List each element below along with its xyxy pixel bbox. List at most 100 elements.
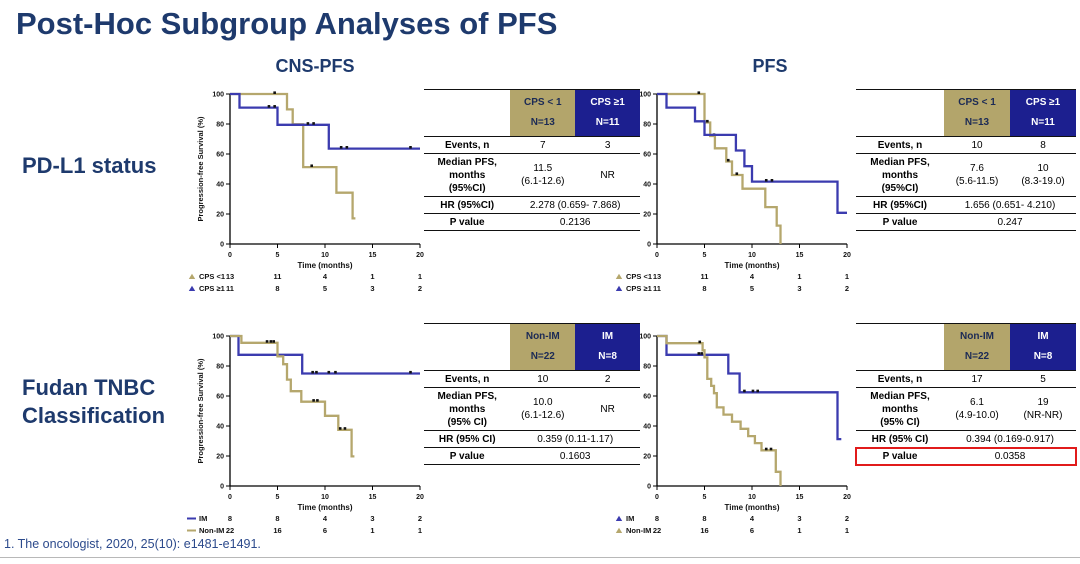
y-tick-label: 0 bbox=[647, 484, 651, 491]
risk-count: 4 bbox=[750, 272, 755, 281]
x-tick-label: 0 bbox=[655, 252, 659, 259]
row-label-median: Median PFS, months (95% CI) bbox=[424, 387, 511, 431]
header-cell-im: IM N=8 bbox=[575, 323, 640, 371]
table-row-median: Median PFS, months (95%CI) 11.5 (6.1-12.… bbox=[424, 153, 640, 197]
table-header-row: Non-IM N=22 IM N=8 bbox=[856, 323, 1076, 371]
header-spacer bbox=[424, 323, 511, 371]
censor-mark bbox=[770, 179, 774, 182]
censor-mark bbox=[272, 340, 275, 343]
table-row-hr: HR (95%CI) 1.656 (0.651- 4.210) bbox=[856, 196, 1076, 214]
risk-count: 11 bbox=[274, 272, 282, 281]
y-tick-label: 40 bbox=[216, 424, 224, 431]
y-tick-label: 60 bbox=[643, 394, 651, 401]
median-value-col2: NR bbox=[575, 387, 640, 431]
row-label-pdl1-status: PD-L1 status bbox=[22, 153, 157, 178]
x-axis-label: Time (months) bbox=[298, 261, 353, 270]
x-tick-label: 15 bbox=[796, 252, 804, 259]
hr-value: 2.278 (0.659- 7.868) bbox=[510, 196, 640, 214]
x-tick-label: 15 bbox=[369, 252, 377, 259]
row-label-pvalue: P value bbox=[424, 447, 511, 465]
pvalue-value: 0.0358 bbox=[944, 447, 1076, 465]
stats-table-cnspfs-pdl1: CPS < 1 N=13 CPS ≥1 N=11 Events, n 7 3 M… bbox=[424, 89, 640, 231]
row-label-fudan-tnbc: Fudan TNBC Classification bbox=[22, 375, 166, 428]
x-axis-label: Time (months) bbox=[298, 503, 353, 512]
risk-count: 5 bbox=[323, 284, 327, 293]
median-value-col1: 7.6 (5.6-11.5) bbox=[944, 153, 1010, 197]
x-tick-label: 15 bbox=[796, 494, 804, 501]
risk-count: 3 bbox=[370, 514, 374, 523]
censor-mark bbox=[273, 91, 276, 94]
risk-count: 16 bbox=[700, 526, 708, 535]
risk-count: 1 bbox=[797, 272, 801, 281]
header-cell-cps-ge1: CPS ≥1 N=11 bbox=[1010, 89, 1076, 137]
risk-count: 8 bbox=[702, 284, 706, 293]
censor-mark bbox=[315, 370, 318, 374]
header-spacer bbox=[856, 89, 944, 137]
y-tick-label: 100 bbox=[639, 92, 651, 99]
row-label-hr: HR (95% CI) bbox=[424, 430, 511, 448]
risk-count: 3 bbox=[370, 284, 374, 293]
page-title: Post-Hoc Subgroup Analyses of PFS bbox=[16, 6, 558, 41]
bottom-divider bbox=[0, 557, 1080, 558]
x-tick-label: 0 bbox=[228, 494, 232, 501]
censor-mark bbox=[409, 146, 412, 149]
median-value-col1: 10.0 (6.1-12.6) bbox=[510, 387, 576, 431]
x-tick-label: 10 bbox=[321, 252, 329, 259]
censor-mark bbox=[700, 352, 703, 355]
header-cell-cps-ge1: CPS ≥1 N=11 bbox=[575, 89, 640, 137]
censor-mark bbox=[735, 172, 739, 175]
risk-series-label: CPS ≥1 bbox=[199, 284, 225, 293]
x-tick-label: 20 bbox=[416, 252, 424, 259]
median-value-col2: 10 (8.3-19.0) bbox=[1010, 153, 1076, 197]
header-spacer bbox=[424, 89, 511, 137]
y-tick-label: 40 bbox=[216, 182, 224, 189]
censor-mark bbox=[265, 340, 269, 343]
y-tick-label: 100 bbox=[212, 334, 224, 341]
risk-count: 1 bbox=[845, 526, 849, 535]
y-tick-label: 80 bbox=[643, 364, 651, 371]
y-tick-label: 60 bbox=[643, 152, 651, 159]
events-value-col1: 10 bbox=[510, 370, 576, 388]
header-cell-im: IM N=8 bbox=[1010, 323, 1076, 371]
table-row-pvalue: P value 0.247 bbox=[856, 213, 1076, 231]
censor-mark bbox=[310, 164, 313, 168]
table-header-row: Non-IM N=22 IM N=8 bbox=[424, 323, 640, 371]
risk-series-label: Non-IM bbox=[626, 526, 651, 535]
censor-mark bbox=[345, 146, 349, 149]
risk-count: 2 bbox=[418, 514, 422, 523]
y-axis-label: Progression-free Survival (%) bbox=[196, 116, 205, 222]
legend-triangle-icon bbox=[188, 273, 196, 279]
pvalue-value: 0.1603 bbox=[510, 447, 640, 465]
risk-count: 1 bbox=[418, 272, 422, 281]
censor-mark bbox=[764, 447, 768, 451]
censor-mark bbox=[697, 352, 701, 355]
header-cell-cps-lt1: CPS < 1 N=13 bbox=[510, 89, 576, 137]
risk-count: 4 bbox=[323, 272, 328, 281]
table-row-events: Events, n 10 8 bbox=[856, 136, 1076, 154]
events-value-col1: 7 bbox=[510, 136, 576, 154]
table-row-median: Median PFS, months (95%CI) 7.6 (5.6-11.5… bbox=[856, 153, 1076, 197]
censor-mark bbox=[311, 370, 314, 374]
x-tick-label: 10 bbox=[748, 494, 756, 501]
x-tick-label: 0 bbox=[228, 252, 232, 259]
censor-mark bbox=[769, 447, 773, 451]
km-curve-cps-≥1 bbox=[230, 92, 420, 150]
y-tick-label: 80 bbox=[643, 122, 651, 129]
risk-count: 2 bbox=[418, 284, 422, 293]
risk-count: 8 bbox=[228, 514, 232, 523]
x-tick-label: 20 bbox=[843, 494, 851, 501]
risk-series-label: IM bbox=[626, 514, 634, 523]
censor-mark bbox=[756, 389, 759, 393]
events-value-col1: 10 bbox=[944, 136, 1010, 154]
x-tick-label: 5 bbox=[276, 494, 280, 501]
y-tick-label: 100 bbox=[639, 334, 651, 341]
risk-count: 2 bbox=[845, 514, 849, 523]
x-tick-label: 10 bbox=[321, 494, 329, 501]
risk-count: 3 bbox=[797, 284, 801, 293]
header-cell-cps-lt1: CPS < 1 N=13 bbox=[944, 89, 1010, 137]
legend-triangle-icon bbox=[188, 285, 196, 291]
legend-triangle-icon bbox=[615, 527, 623, 533]
risk-series-label: CPS ≥1 bbox=[626, 284, 652, 293]
risk-count: 1 bbox=[370, 272, 374, 281]
